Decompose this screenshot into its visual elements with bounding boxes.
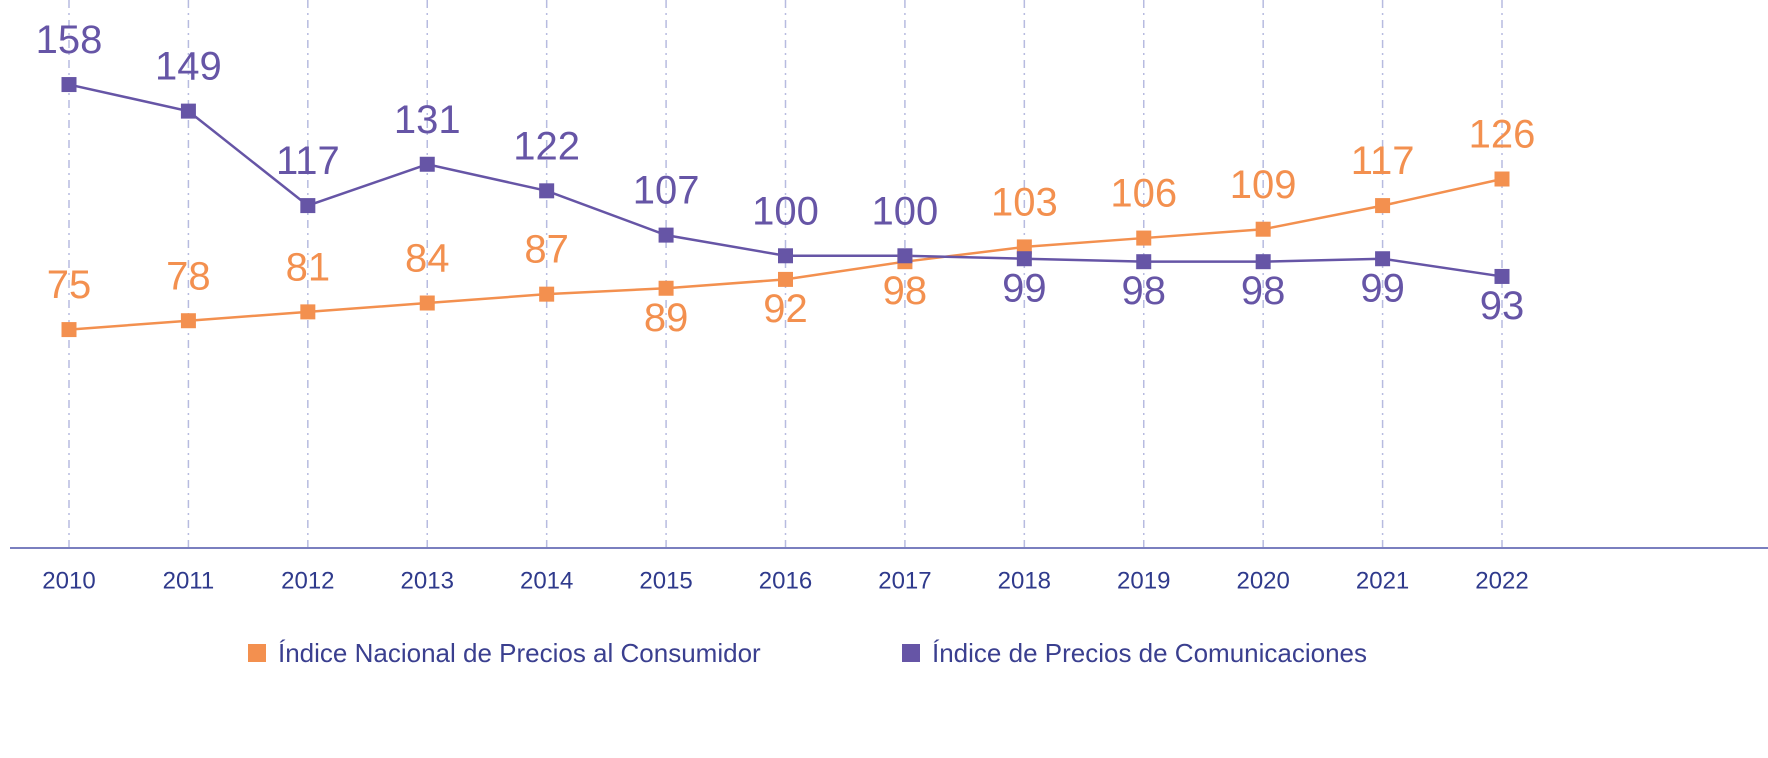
marker (539, 183, 555, 199)
marker (61, 322, 77, 338)
data-label: 126 (1469, 113, 1536, 157)
data-label: 99 (1360, 266, 1405, 310)
data-label: 89 (644, 296, 689, 340)
data-label: 107 (633, 169, 700, 213)
data-label: 75 (47, 263, 92, 307)
marker (180, 313, 196, 329)
x-tick-label: 2012 (281, 567, 334, 594)
marker (300, 198, 316, 214)
legend-label: Índice de Precios de Comunicaciones (932, 638, 1367, 668)
x-tick-label: 2015 (639, 567, 692, 594)
marker (658, 227, 674, 243)
data-label: 131 (394, 98, 461, 142)
data-label: 158 (36, 18, 103, 62)
x-tick-label: 2020 (1236, 567, 1289, 594)
data-label: 149 (155, 45, 222, 89)
data-label: 98 (883, 269, 928, 313)
marker (300, 304, 316, 320)
data-label: 98 (1241, 269, 1286, 313)
marker (1136, 230, 1152, 246)
x-tick-label: 2013 (401, 567, 454, 594)
marker (1016, 251, 1032, 267)
data-label: 100 (872, 189, 939, 233)
x-tick-label: 2017 (878, 567, 931, 594)
marker (419, 295, 435, 311)
data-label: 106 (1110, 172, 1177, 216)
marker (539, 286, 555, 302)
data-label: 109 (1230, 163, 1297, 207)
marker (897, 248, 913, 264)
legend-swatch (902, 644, 920, 662)
x-tick-label: 2018 (998, 567, 1051, 594)
x-tick-label: 2014 (520, 567, 573, 594)
marker (778, 271, 793, 287)
data-label: 78 (166, 254, 211, 298)
marker (1494, 268, 1510, 284)
x-tick-label: 2016 (759, 567, 812, 594)
data-label: 117 (1351, 139, 1415, 183)
data-label: 122 (513, 124, 580, 168)
x-tick-label: 2021 (1356, 567, 1409, 594)
marker (180, 103, 196, 119)
x-tick-label: 2019 (1117, 567, 1170, 594)
marker (1136, 254, 1152, 270)
data-label: 100 (752, 189, 819, 233)
marker (1255, 254, 1271, 270)
legend-label: Índice Nacional de Precios al Consumidor (278, 638, 761, 668)
marker (1375, 251, 1391, 267)
x-tick-label: 2022 (1475, 567, 1528, 594)
marker (61, 77, 77, 93)
data-label: 99 (1002, 266, 1047, 310)
data-label: 92 (763, 287, 808, 331)
data-label: 98 (1122, 269, 1167, 313)
x-tick-label: 2010 (42, 567, 95, 594)
x-tick-label: 2011 (163, 567, 215, 594)
data-label: 93 (1480, 284, 1525, 328)
data-label: 84 (405, 237, 450, 281)
marker (778, 248, 793, 264)
marker (658, 280, 674, 296)
legend-swatch (248, 644, 266, 662)
marker (1016, 239, 1032, 255)
marker (419, 156, 435, 172)
marker (1494, 171, 1510, 187)
marker (1255, 221, 1271, 237)
data-label: 117 (276, 139, 340, 183)
data-label: 103 (991, 180, 1058, 224)
data-label: 81 (286, 245, 331, 289)
data-label: 87 (524, 228, 569, 272)
marker (1375, 198, 1391, 214)
